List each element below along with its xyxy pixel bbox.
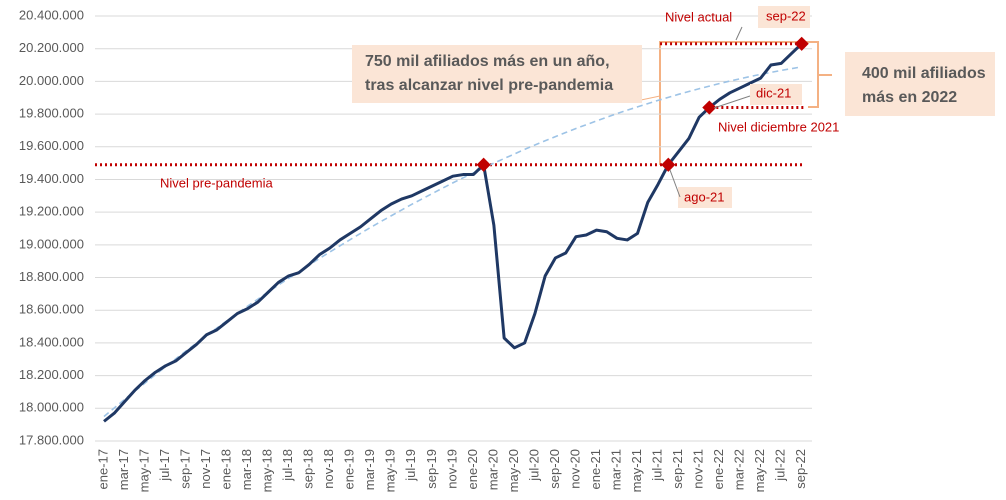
connector — [640, 95, 661, 101]
x-tick-label: mar-18 — [239, 449, 254, 490]
y-tick-label: 19.800.000 — [19, 106, 84, 121]
x-tick-label: sep-21 — [670, 449, 685, 489]
y-tick-label: 17.800.000 — [19, 432, 84, 447]
series-line — [103, 66, 802, 418]
y-tick-label: 20.400.000 — [19, 7, 84, 22]
annotation-box — [750, 84, 802, 105]
leader — [713, 95, 751, 109]
y-tick-label: 19.000.000 — [19, 236, 84, 251]
annotation: más en 2022 — [862, 89, 957, 106]
x-tick-label: sep-20 — [547, 449, 562, 489]
x-tick-label: sep-19 — [424, 449, 439, 489]
annotation: Nivel actual — [665, 9, 732, 24]
x-tick-label: may-18 — [260, 449, 275, 492]
leader — [669, 169, 681, 198]
y-tick-label: 18.200.000 — [19, 367, 84, 382]
x-tick-label: may-21 — [629, 449, 644, 492]
annotation: 750 mil afiliados más en un año, — [365, 53, 610, 70]
y-tick-label: 18.400.000 — [19, 334, 84, 349]
x-tick-label: sep-22 — [793, 449, 808, 489]
y-tick-label: 20.200.000 — [19, 40, 84, 55]
x-tick-label: jul-22 — [773, 449, 788, 482]
x-tick-label: ene-17 — [95, 449, 110, 489]
y-tick-label: 18.000.000 — [19, 400, 84, 415]
annotation: Nivel diciembre 2021 — [718, 119, 839, 134]
x-tick-label: jul-18 — [280, 449, 295, 482]
x-tick-label: jul-21 — [649, 449, 664, 482]
x-tick-label: nov-20 — [567, 449, 582, 489]
x-tick-label: jul-20 — [526, 449, 541, 482]
highlight-marker — [702, 100, 717, 115]
x-tick-label: mar-21 — [608, 449, 623, 490]
leader — [735, 26, 743, 41]
x-tick-label: may-20 — [506, 449, 521, 492]
x-tick-label: jul-17 — [157, 449, 172, 482]
x-tick-label: sep-17 — [178, 449, 193, 489]
annotation-box — [678, 187, 732, 208]
x-tick-label: mar-22 — [732, 449, 747, 490]
annotation: dic-21 — [756, 85, 791, 100]
y-tick-label: 18.800.000 — [19, 269, 84, 284]
bracket — [659, 41, 819, 165]
x-tick-label: nov-18 — [321, 449, 336, 489]
x-tick-label: mar-17 — [116, 449, 131, 490]
annotation: Nivel pre-pandemia — [160, 175, 273, 190]
highlight-marker — [476, 157, 491, 172]
x-tick-label: mar-20 — [485, 449, 500, 490]
y-tick-label: 19.400.000 — [19, 171, 84, 186]
annotation-box — [845, 52, 995, 116]
y-tick-label: 18.600.000 — [19, 302, 84, 317]
x-tick-label: sep-18 — [301, 449, 316, 489]
y-tick-label: 19.600.000 — [19, 138, 84, 153]
x-tick-label: nov-21 — [691, 449, 706, 489]
highlight-marker — [661, 157, 676, 172]
annotation: tras alcanzar nivel pre-pandemia — [365, 77, 613, 94]
y-tick-label: 19.200.000 — [19, 204, 84, 219]
annotation: sep-22 — [766, 8, 806, 23]
x-tick-label: nov-17 — [198, 449, 213, 489]
x-tick-label: ene-18 — [219, 449, 234, 489]
x-tick-label: may-19 — [383, 449, 398, 492]
annotation-box — [352, 45, 642, 103]
y-tick-label: 20.000.000 — [19, 73, 84, 88]
annotation: ago-21 — [684, 189, 724, 204]
x-tick-label: nov-19 — [444, 449, 459, 489]
x-tick-label: mar-19 — [362, 449, 377, 490]
series-line — [103, 42, 803, 423]
x-tick-label: ene-19 — [342, 449, 357, 489]
annotation-box — [758, 6, 810, 28]
x-tick-label: ene-21 — [588, 449, 603, 489]
layout — [640, 41, 832, 165]
x-tick-label: jul-19 — [403, 449, 418, 482]
annotation: 400 mil afiliados — [862, 65, 986, 82]
highlight-marker — [794, 36, 809, 51]
x-tick-label: ene-22 — [711, 449, 726, 489]
x-tick-label: ene-20 — [465, 449, 480, 489]
x-tick-label: may-22 — [752, 449, 767, 492]
x-tick-label: may-17 — [136, 449, 151, 492]
